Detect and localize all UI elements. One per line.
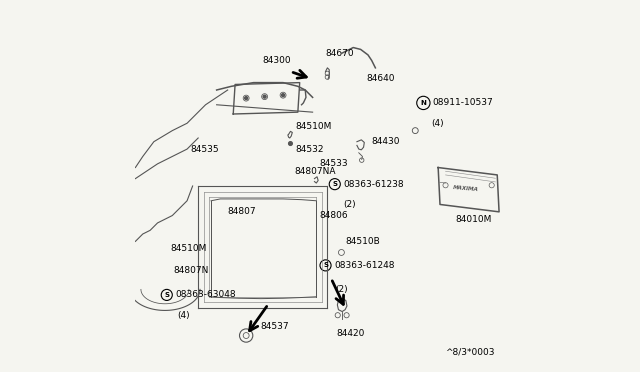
Text: MAXIMA: MAXIMA [452, 185, 479, 193]
Text: 84807NA: 84807NA [294, 167, 335, 176]
Text: (2): (2) [343, 200, 356, 209]
Text: 84537: 84537 [260, 322, 289, 331]
Text: S: S [164, 292, 169, 298]
Circle shape [289, 142, 292, 145]
Text: (2): (2) [335, 285, 348, 294]
Text: (4): (4) [177, 311, 189, 320]
Text: 84510M: 84510M [170, 244, 207, 253]
Text: 84532: 84532 [295, 145, 323, 154]
Text: 08911-10537: 08911-10537 [433, 99, 493, 108]
Text: 84640: 84640 [366, 74, 395, 83]
Text: S: S [332, 181, 337, 187]
Text: 08363-63048: 08363-63048 [175, 291, 236, 299]
Text: 84670: 84670 [326, 49, 354, 58]
Text: 84420: 84420 [337, 329, 365, 338]
Text: ^8/3*0003: ^8/3*0003 [445, 348, 495, 357]
Text: 84807: 84807 [227, 207, 255, 217]
Text: S: S [323, 262, 328, 268]
Text: 84510M: 84510M [295, 122, 332, 131]
Text: 84533: 84533 [319, 159, 348, 169]
Circle shape [244, 97, 248, 100]
Text: 84510B: 84510B [346, 237, 381, 246]
Text: 84430: 84430 [371, 137, 399, 146]
Text: 84807N: 84807N [173, 266, 209, 275]
Text: 08363-61238: 08363-61238 [343, 180, 404, 189]
Text: 08363-61248: 08363-61248 [334, 261, 394, 270]
Circle shape [263, 95, 266, 98]
Text: 84300: 84300 [263, 56, 291, 65]
Circle shape [282, 94, 285, 97]
Text: 84010M: 84010M [456, 215, 492, 224]
Text: (4): (4) [431, 119, 444, 128]
Text: N: N [420, 100, 426, 106]
Text: 84806: 84806 [319, 211, 348, 220]
Text: 84535: 84535 [191, 145, 220, 154]
